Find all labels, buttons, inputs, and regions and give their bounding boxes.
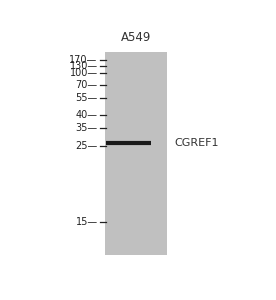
Text: CGREF1: CGREF1 [175, 138, 219, 148]
Text: A549: A549 [121, 31, 151, 44]
Text: 170—: 170— [69, 55, 98, 65]
Text: 100—: 100— [70, 68, 98, 78]
Text: 25—: 25— [75, 141, 98, 151]
Text: 55—: 55— [75, 93, 98, 103]
Text: 40—: 40— [76, 110, 98, 120]
Bar [105, 52, 167, 256]
Text: 15—: 15— [75, 217, 98, 227]
Text: 35—: 35— [75, 123, 98, 134]
Text: 70—: 70— [75, 80, 98, 89]
Text: 130—: 130— [70, 61, 98, 71]
